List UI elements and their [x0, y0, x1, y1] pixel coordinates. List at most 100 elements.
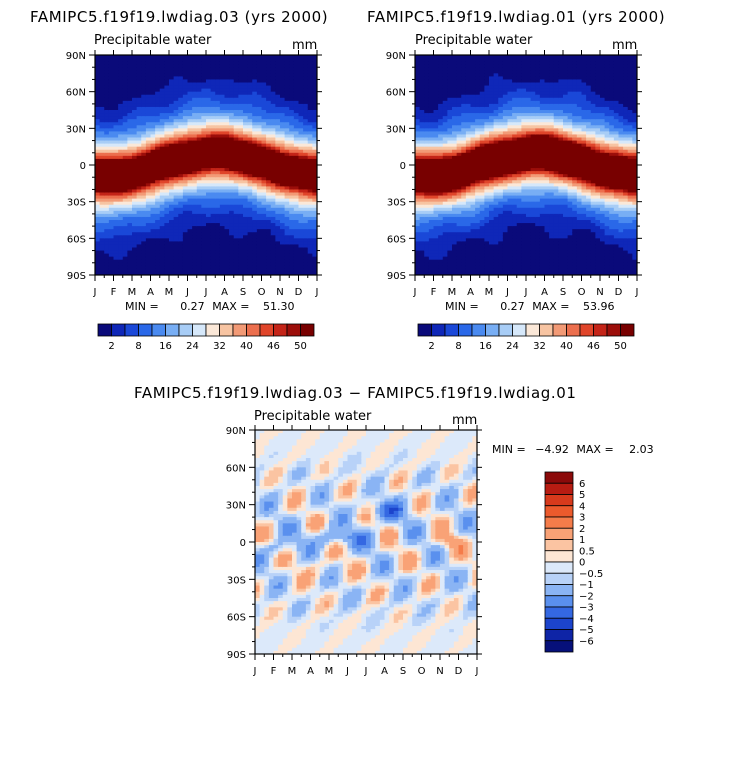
left-cell	[113, 103, 119, 108]
left-cell	[95, 174, 101, 178]
right-cell	[489, 253, 495, 258]
left-cell	[280, 223, 286, 227]
left-cell	[206, 271, 212, 275]
left-cell	[182, 91, 189, 96]
left-cell	[243, 64, 249, 68]
left-cell	[215, 213, 221, 218]
left-cell	[247, 171, 253, 175]
left-cell	[233, 122, 239, 126]
left-cell	[312, 238, 317, 242]
right-cell	[447, 140, 453, 145]
left-cell	[238, 119, 244, 123]
left-cell	[307, 125, 313, 129]
left-cell	[252, 125, 258, 129]
left-cell	[303, 235, 309, 239]
left-cell	[159, 244, 165, 249]
left-cell	[104, 223, 110, 227]
left-cell	[293, 146, 300, 151]
left-cell	[201, 229, 207, 233]
left-cell	[206, 143, 212, 148]
right-cell	[498, 189, 504, 194]
left-cell	[284, 149, 290, 154]
left-cell	[201, 265, 207, 270]
right-cell	[424, 213, 430, 218]
right-cell	[452, 122, 458, 126]
left-cell	[280, 253, 286, 258]
left-cell	[136, 198, 142, 203]
left-cell	[192, 119, 198, 123]
left-cell	[187, 149, 193, 154]
right-cell	[442, 207, 448, 212]
right-cell	[447, 91, 453, 96]
left-cell	[118, 73, 124, 77]
right-cell	[461, 131, 467, 136]
right-cell	[475, 268, 481, 273]
right-cell	[461, 161, 467, 166]
left-cell	[136, 116, 142, 120]
right-cell	[447, 152, 453, 157]
left-colorbar-box	[232, 323, 247, 337]
left-cell	[182, 94, 189, 99]
right-cell	[447, 262, 453, 267]
left-cell	[187, 103, 193, 108]
left-cell	[201, 128, 207, 132]
left-cell	[178, 223, 184, 227]
left-cell	[298, 232, 304, 236]
left-cell	[206, 174, 212, 178]
right-cell	[465, 183, 472, 187]
right-cell	[493, 64, 499, 68]
left-cell	[289, 265, 295, 270]
left-cell	[136, 271, 142, 275]
left-cell	[289, 61, 295, 65]
left-cell	[159, 238, 165, 242]
right-cell	[484, 226, 490, 230]
left-cell	[182, 253, 189, 258]
left-cell	[141, 223, 147, 227]
left-cell	[178, 64, 184, 68]
left-cell	[122, 131, 128, 136]
left-cell	[303, 88, 309, 93]
right-cell	[415, 168, 421, 172]
left-cell	[307, 140, 313, 145]
left-cell	[169, 55, 175, 59]
left-cell	[261, 207, 267, 212]
left-cell	[201, 174, 207, 178]
left-cell	[155, 100, 161, 105]
right-cell	[475, 125, 481, 129]
left-cell	[289, 189, 295, 194]
right-cell	[438, 155, 444, 160]
left-cell	[289, 244, 295, 249]
right-cell	[447, 165, 453, 169]
right-cell	[475, 161, 481, 166]
right-cell	[465, 146, 472, 151]
right-cell	[447, 110, 453, 114]
right-cell	[461, 195, 467, 200]
left-cell	[289, 220, 295, 224]
left-cell	[192, 70, 198, 74]
left-cell	[159, 140, 165, 145]
right-cell	[470, 119, 476, 123]
right-cell	[484, 131, 490, 136]
left-cell	[99, 241, 105, 246]
right-cell	[498, 161, 504, 166]
right-cell	[470, 113, 476, 117]
left-cell	[145, 152, 152, 157]
right-cell	[452, 204, 458, 209]
left-cell	[150, 247, 156, 252]
right-cell	[415, 88, 421, 93]
left-cell	[243, 137, 249, 142]
left-cell	[284, 100, 290, 105]
left-cell	[173, 265, 179, 270]
left-cell	[182, 103, 189, 108]
right-cell	[461, 58, 467, 62]
left-cell	[280, 155, 286, 160]
left-cell	[243, 171, 249, 175]
right-cell	[438, 192, 444, 197]
left-cell	[270, 229, 276, 233]
left-cell	[159, 152, 165, 157]
left-cell	[95, 232, 101, 236]
left-cell	[210, 201, 216, 206]
right-cell	[493, 210, 499, 215]
left-cell	[192, 103, 198, 108]
left-cell	[196, 128, 202, 132]
